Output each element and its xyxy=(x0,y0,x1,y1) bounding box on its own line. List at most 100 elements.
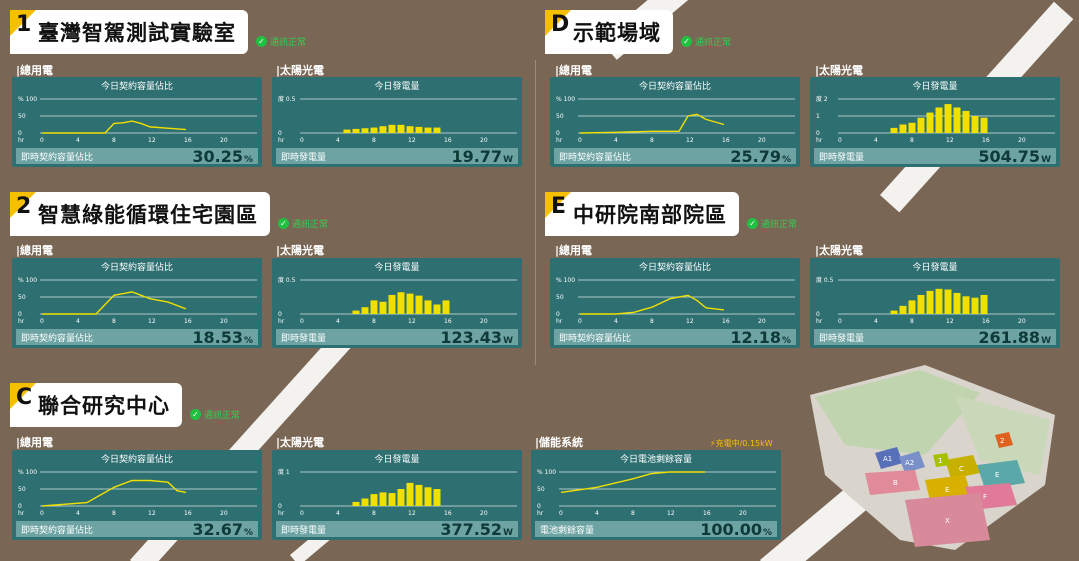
status-text: 通訊正常 xyxy=(695,37,732,48)
grid-label: |總用電 xyxy=(16,244,54,257)
panel-sE-grid: 今日契約容量佔比 % 100 50 0 0 4 8 12 16 20 hr 即時契約容量佔比 12.… xyxy=(550,258,800,348)
y-tick-label: 0 xyxy=(816,311,820,318)
x-tick-label: 20 xyxy=(480,318,488,325)
map-zone-2[interactable] xyxy=(995,432,1013,448)
chart-s2-solar: 度 0.5 0 0 4 8 12 16 20 hr xyxy=(278,276,517,325)
status-text: 通訊正常 xyxy=(292,219,329,230)
panel-title: 今日發電量 xyxy=(912,82,958,92)
chart-s1-solar: 度 0.5 0 0 4 8 12 16 20 hr xyxy=(278,95,517,144)
panel-footer: 即時發電量 504.75W xyxy=(814,146,1056,166)
site-tag: 2 智慧綠能循環住宅園區 xyxy=(10,192,270,236)
panel-footer: 即時契約容量佔比 30.25% xyxy=(16,147,258,166)
x-tick-label: 12 xyxy=(408,137,416,144)
x-tick-label: 4 xyxy=(76,318,80,325)
footer-value: 504.75 xyxy=(978,146,1041,166)
bar xyxy=(352,501,360,506)
map-zone-1[interactable] xyxy=(933,453,950,467)
site-tag: E 中研院南部院區 xyxy=(545,192,739,236)
bar xyxy=(361,307,369,314)
bar xyxy=(379,126,387,133)
x-tick-label: 4 xyxy=(614,137,618,144)
grid-label-text: 總用電 xyxy=(20,244,54,257)
check-icon: ✓ xyxy=(256,35,267,47)
x-tick-label: 8 xyxy=(910,318,914,325)
y-tick-label: % 100 xyxy=(556,96,575,103)
bar xyxy=(424,127,432,133)
panel-s2-solar: 今日發電量 度 0.5 0 0 4 8 12 16 20 hr 即時發電量 123.43W xyxy=(272,258,522,348)
panel-footer: 即時發電量 261.88W xyxy=(814,328,1056,347)
site-name: 聯合研究中心 xyxy=(38,394,170,418)
panel-title: 今日契約容量佔比 xyxy=(638,263,711,273)
x-tick-label: 16 xyxy=(982,137,990,144)
x-tick-label: 16 xyxy=(184,510,192,517)
y-tick-label: 0 xyxy=(278,311,282,318)
panel-title: 今日發電量 xyxy=(374,455,420,465)
site-header-1: 1 臺灣智駕測試實驗室 ✓ 通訊正常 xyxy=(10,10,306,54)
status-text: 通訊正常 xyxy=(270,37,307,48)
bar xyxy=(379,301,387,314)
y-tick-label: 0 xyxy=(556,130,560,137)
grid-label: |總用電 xyxy=(16,436,54,449)
map-zone-b[interactable] xyxy=(865,470,920,495)
chart-sC-solar: 度 1 0 0 4 8 12 16 20 hr xyxy=(278,468,517,517)
footer-label: 即時契約容量佔比 xyxy=(559,152,632,163)
x-tick-label: 12 xyxy=(946,137,954,144)
y-tick-label: 0 xyxy=(18,130,22,137)
x-tick-label: 0 xyxy=(300,318,304,325)
charge-status: ⚡充電中/0.15kW xyxy=(710,439,773,448)
panel-title: 今日發電量 xyxy=(374,82,420,92)
status-text: 通訊正常 xyxy=(761,219,798,230)
site-number: C xyxy=(16,385,33,410)
chart-sD-solar: 度 2 1 0 0 4 8 12 16 20 hr xyxy=(816,95,1055,144)
footer-value: 100.00 xyxy=(700,519,762,539)
y-tick-label: 0 xyxy=(278,503,282,510)
x-tick-label: 20 xyxy=(758,318,766,325)
check-icon: ✓ xyxy=(681,35,692,47)
map-label-x: X xyxy=(945,517,950,525)
map-label-d: E xyxy=(945,486,949,494)
footer-label: 即時發電量 xyxy=(819,152,865,163)
map-label-2: 2 xyxy=(1000,437,1004,445)
footer-unit: W xyxy=(503,527,513,538)
x-tick-label: 8 xyxy=(910,137,914,144)
bar xyxy=(388,124,396,133)
chart-s2-grid: % 100 50 0 0 4 8 12 16 20 hr xyxy=(18,277,257,325)
map-zone-x[interactable] xyxy=(905,493,990,547)
footer-unit: W xyxy=(503,335,513,346)
bar xyxy=(352,128,360,133)
footer-label: 即時發電量 xyxy=(281,333,327,344)
y-tick-label: 0 xyxy=(18,311,22,318)
footer-value: 123.43 xyxy=(440,327,503,347)
x-tick-label: 8 xyxy=(372,510,376,517)
footer-unit: W xyxy=(1041,154,1051,165)
footer-unit: % xyxy=(243,335,253,346)
campus-map[interactable]: A1 A2 B C 1 E E F X 2 xyxy=(805,365,1075,555)
x-axis-unit: hr xyxy=(18,137,25,144)
panel-s2-grid: 今日契約容量佔比 % 100 50 0 0 4 8 12 16 20 hr 即時契約容量佔比 18.… xyxy=(12,258,262,348)
x-axis-unit: hr xyxy=(18,510,25,517)
x-axis-unit: hr xyxy=(278,318,285,325)
map-zone-e[interactable] xyxy=(977,460,1025,489)
map-zone-a2[interactable] xyxy=(899,451,925,473)
map-label-c: C xyxy=(959,465,964,473)
bar xyxy=(890,127,898,133)
panel-sE-solar: 今日發電量 度 0.5 0 0 4 8 12 16 20 hr 即時發電量 261.88W xyxy=(810,258,1060,348)
y-tick-label: % 100 xyxy=(556,277,575,284)
map-zone-c[interactable] xyxy=(945,455,980,479)
footer-value: 32.67 xyxy=(192,519,243,539)
chart-s1-grid: % 100 50 0 0 4 8 12 16 20 hr xyxy=(18,96,257,144)
footer-unit: W xyxy=(1041,335,1051,346)
x-tick-label: 16 xyxy=(444,318,452,325)
y-tick-label: 50 xyxy=(18,486,26,493)
x-tick-label: 0 xyxy=(40,318,44,325)
x-tick-label: 0 xyxy=(300,137,304,144)
x-tick-label: 4 xyxy=(76,510,80,517)
grid-label: |總用電 xyxy=(555,244,593,257)
x-tick-label: 0 xyxy=(559,510,563,517)
x-axis-unit: hr xyxy=(816,137,823,144)
x-tick-label: 20 xyxy=(758,137,766,144)
chart-sC-battery: % 100 50 0 0 4 8 12 16 20 hr xyxy=(537,469,776,517)
map-label-e: E xyxy=(995,471,999,479)
map-zone-a1[interactable] xyxy=(875,447,903,469)
grid-label-text: 總用電 xyxy=(559,244,593,257)
